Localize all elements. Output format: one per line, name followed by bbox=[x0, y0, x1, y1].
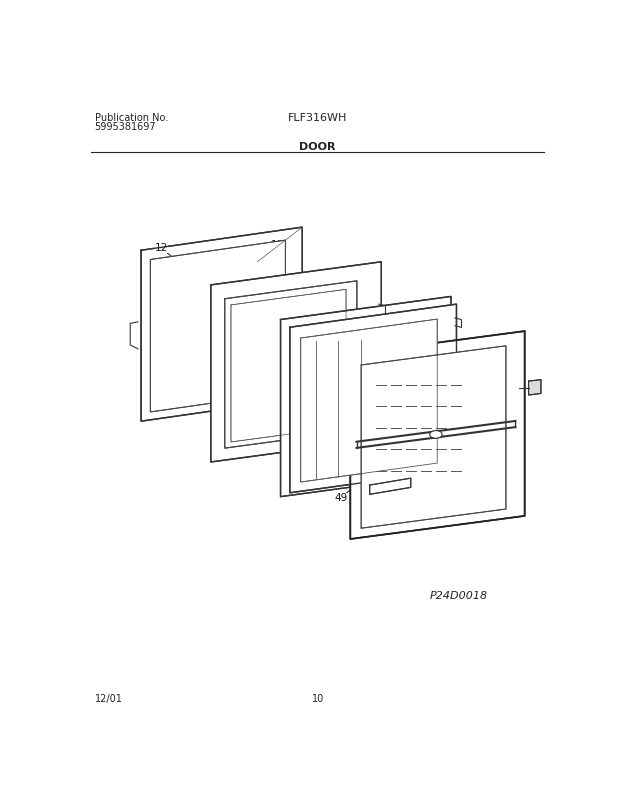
Polygon shape bbox=[141, 227, 303, 421]
Text: 22: 22 bbox=[395, 344, 408, 354]
Text: 10: 10 bbox=[312, 694, 324, 704]
Ellipse shape bbox=[430, 431, 442, 438]
Text: FLF316WH: FLF316WH bbox=[288, 113, 347, 124]
Text: 13: 13 bbox=[445, 468, 458, 479]
Polygon shape bbox=[528, 379, 541, 395]
Polygon shape bbox=[290, 304, 456, 492]
Text: 49: 49 bbox=[334, 493, 348, 503]
Polygon shape bbox=[350, 331, 525, 539]
Polygon shape bbox=[361, 346, 506, 529]
Text: 22: 22 bbox=[286, 468, 299, 479]
Text: 12: 12 bbox=[154, 243, 168, 253]
Polygon shape bbox=[280, 297, 451, 496]
Polygon shape bbox=[224, 281, 357, 448]
Text: 5: 5 bbox=[411, 331, 418, 342]
Text: P24D0018: P24D0018 bbox=[430, 591, 489, 602]
Text: 12/01: 12/01 bbox=[94, 694, 122, 704]
Text: 8: 8 bbox=[280, 313, 286, 323]
Text: 49: 49 bbox=[464, 367, 478, 377]
Polygon shape bbox=[211, 261, 381, 462]
Text: 6: 6 bbox=[388, 312, 395, 322]
Text: 10: 10 bbox=[271, 240, 284, 250]
Polygon shape bbox=[301, 319, 437, 482]
Polygon shape bbox=[151, 240, 285, 412]
Text: Publication No.: Publication No. bbox=[94, 113, 168, 124]
Text: 9: 9 bbox=[163, 376, 170, 386]
Polygon shape bbox=[293, 314, 429, 484]
Text: 7: 7 bbox=[344, 301, 350, 310]
Text: 39: 39 bbox=[467, 438, 481, 448]
Polygon shape bbox=[370, 478, 410, 494]
Polygon shape bbox=[231, 290, 346, 442]
Text: DOOR: DOOR bbox=[299, 143, 336, 152]
Text: 5995381697: 5995381697 bbox=[94, 122, 156, 132]
